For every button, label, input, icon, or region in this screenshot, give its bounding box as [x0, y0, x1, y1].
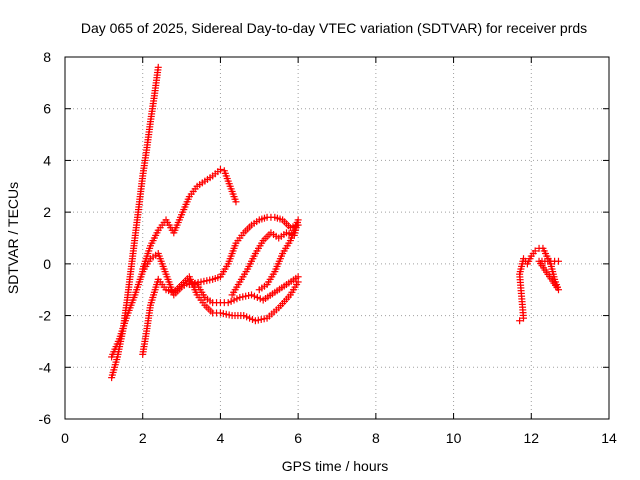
x-tick-label: 6: [294, 430, 302, 446]
chart-title: Day 065 of 2025, Sidereal Day-to-day VTE…: [81, 20, 587, 36]
series-cluster-12: [516, 244, 562, 325]
series-upper-band: [185, 213, 302, 289]
y-axis-label: SDTVAR / TECUs: [5, 182, 21, 294]
grid-layer: [65, 57, 609, 419]
data-point: [216, 165, 224, 173]
series-return-loop: [228, 216, 302, 299]
data-point: [531, 247, 539, 255]
y-tick-label: -2: [39, 308, 52, 324]
y-tick-label: 6: [43, 101, 51, 117]
x-tick-label: 12: [523, 430, 539, 446]
series-lower-band: [139, 273, 302, 358]
data-point: [255, 286, 263, 294]
data-point: [232, 198, 240, 206]
x-tick-label: 14: [601, 430, 617, 446]
y-tick-label: -6: [39, 411, 52, 427]
y-tick-label: 0: [43, 256, 51, 272]
y-tick-label: -4: [39, 359, 52, 375]
data-point: [516, 317, 524, 325]
series-steep-rise: [108, 63, 162, 382]
plot-frame: [64, 56, 610, 420]
data-point: [554, 257, 562, 265]
y-tick-label: 4: [43, 152, 51, 168]
data-point: [154, 63, 162, 71]
x-axis-label: GPS time / hours: [282, 458, 389, 474]
x-tick-label: 2: [139, 430, 147, 446]
x-tick-label: 10: [446, 430, 462, 446]
y-tick-label: 2: [43, 204, 51, 220]
x-tick-label: 4: [217, 430, 225, 446]
x-tick-label: 8: [372, 430, 380, 446]
series-arc-to-4: [139, 165, 240, 273]
tick-layer: 0 2 4 6 8 10 12 14 -6 -4 -2 0 2 4 6 8: [39, 49, 617, 446]
y-tick-label: 8: [43, 49, 51, 65]
data-point: [294, 278, 302, 286]
x-tick-label: 0: [61, 430, 69, 446]
point-layer: [108, 63, 562, 382]
series-dip-loop: [108, 250, 302, 361]
